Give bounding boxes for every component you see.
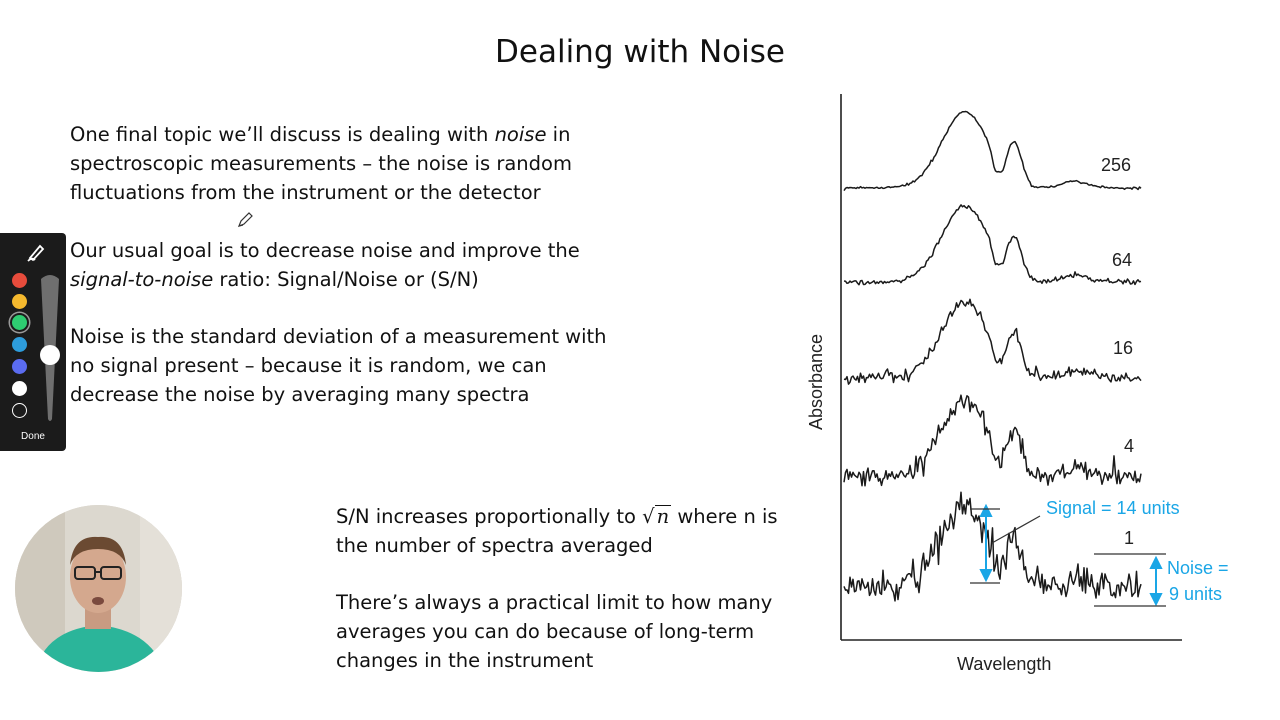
signal-annotation	[979, 503, 993, 583]
paragraph-sqrt-n: S/N increases proportionally to √ n where…	[336, 505, 778, 557]
trace-16-averages	[843, 298, 1142, 385]
y-axis-label: Absorbance	[806, 333, 826, 430]
trace-256-averages	[843, 110, 1142, 192]
paragraph-noise-definition: Noise is the standard deviation of a mea…	[70, 325, 607, 406]
slide-title: Dealing with Noise	[495, 34, 785, 70]
x-axis-label: Wavelength	[957, 654, 1052, 674]
pencil-cursor-icon	[237, 212, 253, 228]
trace-label-16: 16	[1113, 338, 1134, 358]
signal-label: Signal = 14 units	[1046, 498, 1180, 518]
trace-1-average	[843, 491, 1142, 602]
trace-4-averages	[843, 394, 1142, 487]
color-swatch-red[interactable]	[12, 273, 27, 288]
presenter-image	[15, 505, 182, 672]
paragraph-practical-limit: There’s always a practical limit to how …	[336, 591, 773, 672]
done-button[interactable]: Done	[21, 431, 45, 442]
trace-label-64: 64	[1112, 250, 1133, 270]
noise-bounds	[1094, 553, 1166, 607]
trace-label-256: 256	[1101, 155, 1132, 175]
trace-label-4: 4	[1124, 436, 1135, 456]
color-swatch-yellow[interactable]	[12, 294, 27, 309]
trace-label-1: 1	[1124, 528, 1135, 548]
noise-label-line2: 9 units	[1169, 584, 1223, 604]
color-swatch-clear[interactable]	[12, 403, 27, 418]
pen-size-slider-thumb[interactable]	[40, 345, 60, 365]
noise-label-line1: Noise =	[1167, 558, 1229, 578]
spectra-figure	[840, 94, 1182, 641]
color-swatch-blue[interactable]	[12, 337, 27, 352]
color-swatch-white[interactable]	[12, 381, 27, 396]
paragraph-signal-to-noise: Our usual goal is to decrease noise and …	[70, 239, 580, 291]
pen-toolbar: Done	[0, 233, 66, 451]
color-swatch-indigo[interactable]	[12, 359, 27, 374]
webcam-feed	[15, 505, 182, 672]
trace-64-averages	[843, 204, 1142, 286]
signal-bounds	[970, 508, 1041, 584]
color-swatch-green[interactable]	[12, 315, 27, 330]
paragraph-noise-intro: One final topic we’ll discuss is dealing…	[70, 123, 572, 204]
sqrt-n-formula: √ n	[642, 505, 672, 528]
pen-icon[interactable]	[25, 241, 47, 263]
noise-annotation	[1149, 555, 1163, 607]
